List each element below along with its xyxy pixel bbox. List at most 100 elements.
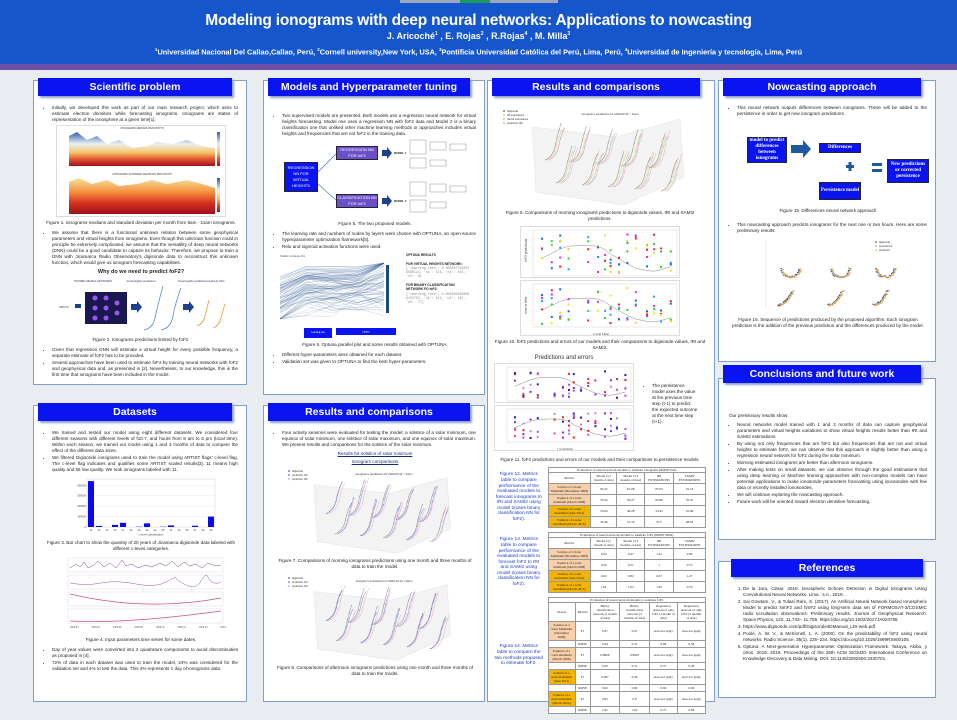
table-cell: Equinox of a solar maximum (March 2014): [547, 581, 592, 593]
bullet: Relu and sigmoid activation functions we…: [282, 244, 476, 250]
data-point: [594, 425, 597, 428]
data-point: [514, 434, 516, 437]
data-point: [653, 248, 655, 251]
table-cell: does not apply: [676, 647, 707, 663]
y-tick-label: 100000: [77, 515, 86, 519]
data-point: [626, 250, 629, 253]
data-point: [562, 385, 564, 388]
figure-7-3d-plot: Ionogram's predictions for 2009-03-31 < …: [285, 467, 465, 555]
data-point: [568, 395, 570, 398]
data-point: [660, 313, 662, 316]
plot-title: Ionogram's predictions for 2009-03-31 < …: [581, 112, 639, 116]
table-header: Binary classification network (1 month o…: [589, 602, 621, 622]
data-point: [536, 394, 539, 397]
figure-14-caption: Figure 14. Metrics table to compare the …: [494, 644, 544, 667]
data-point: [669, 263, 672, 266]
legend-entry: prediction: [879, 248, 891, 252]
time-tick-label: 2009-09: [135, 627, 144, 629]
data-point: [587, 240, 590, 243]
table-cell: 0.51: [616, 559, 646, 571]
paragraph: Initially, we developed this work as par…: [52, 105, 238, 123]
bullet: This nowcasting approach predicts ionogr…: [737, 222, 927, 234]
x-tick-label: 32: [154, 528, 157, 532]
box-model-differences: model to predict differences between ion…: [747, 137, 787, 163]
x-tick-label: 15: [114, 528, 117, 532]
data-point: [609, 322, 612, 325]
table-cell: 0.967: [589, 669, 621, 685]
data-point: [609, 313, 612, 316]
table-header: IRI ESTIMATIONS: [644, 472, 675, 484]
data-point: [669, 250, 672, 253]
x-tick-label: 35: [162, 528, 165, 532]
y-axis-label: foF2 predictions: [524, 238, 528, 261]
data-point: [616, 396, 618, 399]
table-cell: F1: [574, 669, 591, 685]
data-point: [653, 308, 655, 311]
figure-6-caption: Figure 6. Optuna parallel plot and some …: [302, 342, 448, 347]
y-tick-label: 400000: [77, 483, 86, 487]
figure-10-errors: error in MHz Local Time: [520, 280, 680, 336]
bullet: Day of year values were converted into 2…: [52, 647, 238, 659]
data-point: [541, 294, 543, 297]
data-point: [604, 412, 606, 415]
figure-7-caption: Figure 7. Comparisons of morning ionogra…: [278, 558, 472, 569]
panel-results-right: Results and comparisons Ionogram's predi…: [487, 78, 715, 714]
figure-2-diagram: TRAINED NEURAL NETWORKS virtual heights …: [51, 278, 231, 334]
author: M. Milla: [534, 31, 568, 41]
figure-4-time-series: 2009-06 2009-07 2009-08 2009-09 2009-10 2009-…: [56, 556, 226, 634]
y-tick-label: 300000: [77, 494, 86, 498]
data-point: [562, 416, 564, 419]
authors: J. Aricoché1 , E. Rojas2 , R.Rojas4 , M.…: [386, 31, 571, 41]
table-cell: 0.50: [590, 559, 618, 571]
table-cell: 1.61: [590, 581, 618, 593]
data-point: [618, 318, 620, 321]
data-point: [550, 315, 553, 318]
legend-entry: persistence: [879, 244, 893, 248]
x-tick-label: 12: [98, 528, 101, 532]
data-point: [609, 261, 612, 264]
figure-1-caption: Figure 1. Ionograms medians and standard…: [46, 220, 236, 225]
data-point: [646, 255, 648, 258]
legend-entry: digisonde: [292, 576, 304, 580]
data-point: [618, 270, 620, 273]
table-cell: 54.45: [644, 505, 675, 517]
data-point: [553, 392, 556, 395]
data-point: [660, 309, 662, 312]
section-title: Nowcasting approach: [723, 78, 921, 96]
figure-5-caption: Figure 5. The two proposed models.: [338, 221, 412, 226]
data-point: [529, 383, 532, 386]
table-cell: 0.82: [616, 570, 646, 582]
link-ionogram-comparisons[interactable]: Ionogram comparisons: [351, 459, 399, 464]
header-strip: [0, 64, 957, 70]
table-cell: 0.82: [619, 684, 650, 692]
legend-entry: Sami2 estimations: [507, 117, 529, 121]
table-header: Model 2 (3 months of data): [616, 537, 646, 549]
x-tick-label: 52: [202, 528, 205, 532]
table-cell: Solstice of a solar maximum (June 2014): [547, 505, 592, 517]
data-point: [568, 424, 570, 427]
legend-entry: digisonde: [879, 240, 891, 244]
model-flow-arrows: [317, 139, 467, 213]
data-point: [604, 428, 606, 431]
data-point: [568, 392, 570, 395]
figure-10-caption: Figure 10. foF2 predictions and errors o…: [494, 339, 706, 350]
data-point: [604, 317, 606, 320]
data-point: [514, 379, 516, 382]
section-title: Models and Hyperparameter tuning: [268, 78, 470, 96]
paragraph: We assume that there is a functional unk…: [52, 230, 238, 266]
table-cell: [547, 684, 576, 692]
table-cell: 0.47: [619, 640, 650, 648]
bullet: We trained and tested our model using ei…: [52, 430, 238, 454]
data-point: [562, 436, 564, 439]
x-axis-label: Local time: [557, 448, 573, 452]
link-results-solstice[interactable]: Results for solstice of solar minimum: [337, 451, 413, 456]
fig2-label-vhl: virtual heights predictions limited by f…: [178, 279, 225, 283]
data-point: [550, 303, 553, 306]
table-cell: RMSE: [574, 684, 591, 692]
figure-13-caption: Figure 13. Metrics table to compare perf…: [497, 537, 541, 588]
table-cell: 56.27: [616, 494, 646, 506]
optuna-bin-title: FOR BINARY CLASSIFICATION NETWORK FO foF…: [406, 283, 455, 292]
data-point: [653, 295, 655, 298]
time-tick-label: 2009-08: [113, 627, 122, 629]
table-cell: 0.86: [676, 706, 707, 714]
